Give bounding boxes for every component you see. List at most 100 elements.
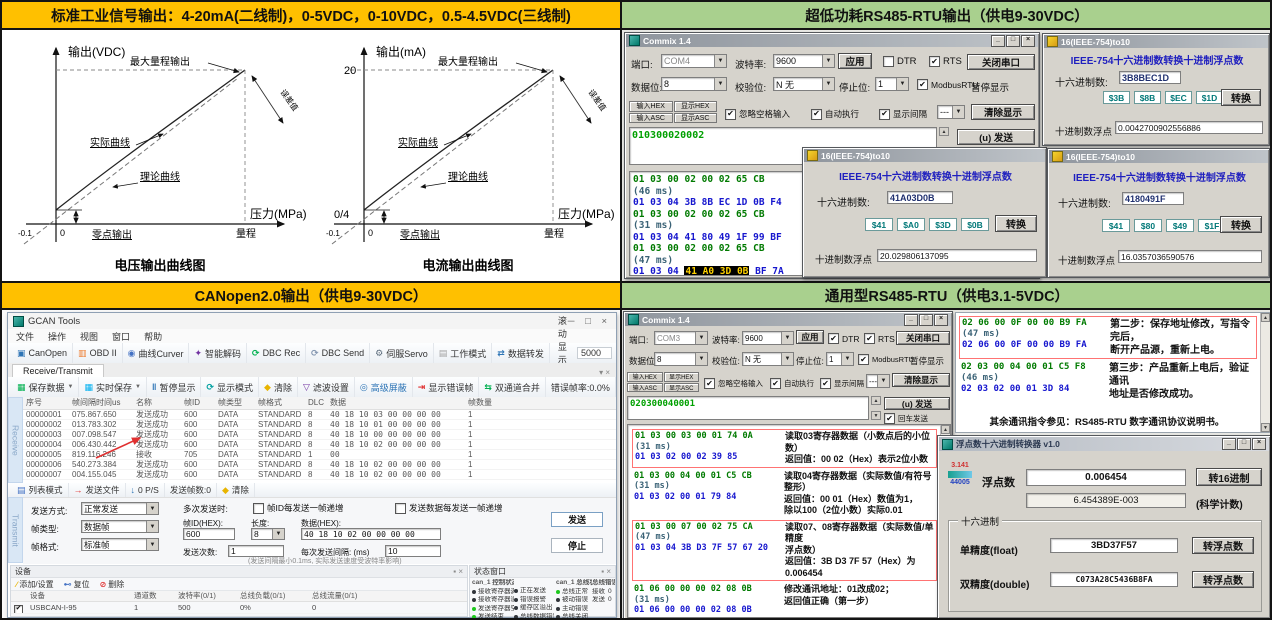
table-row[interactable]: 00000002 013.783.302 发送成功 600 DATA STANDARD 8 4… (23, 420, 616, 430)
table-row[interactable]: 00000004 006.430.442 发送成功 600 DATA STANDARD 8 4… (23, 440, 616, 450)
chevron-down-icon[interactable]: ▼ (952, 106, 964, 118)
hex-input[interactable]: 41A03D0B (887, 191, 953, 204)
parity-select[interactable]: N 无 ▼ (742, 352, 794, 366)
port-select[interactable]: COM3 ▼ (654, 331, 708, 345)
byte-field[interactable]: $49 (1166, 219, 1194, 232)
toolbar-item[interactable]: ▦ 实时保存 ▼ (79, 377, 147, 397)
show-interval-checkbox-box[interactable]: ✔ (820, 378, 831, 389)
chevron-down-icon[interactable]: ▼ (781, 353, 793, 365)
input-scrollbar[interactable]: ▲▼ (871, 396, 881, 420)
enter-send-checkbox-box[interactable]: ✔ (884, 413, 895, 424)
ignore-space-checkbox-row[interactable]: ✔ 忽略空格输入 (704, 378, 763, 389)
table-row[interactable]: 00000006 540.273.384 发送成功 600 DATA STANDARD 8 4… (23, 460, 616, 470)
receive-side-tab[interactable]: Receive (8, 397, 23, 483)
inc-id-checkbox[interactable]: 帧ID每发送一帧递增 (253, 502, 344, 514)
window-titlebar[interactable]: 16(IEEE-754)to10 (1044, 35, 1268, 48)
rts-checkbox-box[interactable]: ✔ (929, 56, 940, 67)
inc-data-checkbox[interactable]: 发送数据每发送一帧递增 (395, 502, 503, 514)
clear-display-button[interactable]: 清除显示 (971, 104, 1035, 120)
chevron-down-icon[interactable]: ▼ (714, 55, 726, 67)
chevron-down-icon[interactable]: ▼ (146, 539, 158, 550)
toolbar-item[interactable]: ▽ 滤波设置 (298, 377, 355, 397)
chevron-down-icon[interactable]: ▼ (146, 503, 158, 514)
dtr-checkbox-box[interactable]: ✔ (828, 333, 839, 344)
device-row-checkbox[interactable]: ✔ (11, 602, 27, 613)
byte-field[interactable]: $80 (1134, 219, 1162, 232)
ignore-space-checkbox-row[interactable]: ✔ 忽略空格输入 (725, 108, 790, 120)
hex-input[interactable]: 3B8BEC1D (1119, 71, 1181, 84)
send-button[interactable]: 发送 (551, 512, 603, 527)
byte-field[interactable]: $EC (1165, 91, 1192, 104)
modbus-checkbox-row[interactable]: ✔ ModbusRTU (858, 354, 914, 365)
scroll-up-icon[interactable]: ▲ (1261, 313, 1270, 322)
scroll-up-icon[interactable]: ▲ (941, 425, 950, 434)
chevron-down-icon[interactable]: ▼ (822, 78, 834, 90)
chevron-down-icon[interactable]: ▼ (695, 332, 707, 344)
table-row[interactable]: 00000007 004.155.045 发送成功 600 DATA STANDARD 8 4… (23, 470, 616, 480)
toolbar-item[interactable]: ↓ 0 P/S (126, 483, 165, 497)
table-row[interactable]: 00000001 075.867.650 发送成功 600 DATA STANDARD 8 4… (23, 410, 616, 420)
window-titlebar[interactable]: 16(IEEE-754)to10 (1049, 150, 1268, 163)
baud-select[interactable]: 9600 ▼ (773, 54, 835, 68)
dtr-checkbox-box[interactable] (883, 56, 894, 67)
chevron-down-icon[interactable]: ▼ (781, 332, 793, 344)
rts-checkbox-row[interactable]: ✔ RTS (864, 333, 895, 344)
window-titlebar[interactable]: 浮点数十六进制转换器 v1.0 _ □ × (939, 437, 1269, 451)
show-hex-button[interactable]: 显示HEX (663, 372, 699, 382)
tabstrip-controls[interactable]: ▾ × (599, 368, 610, 377)
single-to-float-button[interactable]: 转浮点数 (1192, 537, 1254, 554)
convert-button[interactable]: 转换 (995, 215, 1037, 232)
to-hex-button[interactable]: 转16进制 (1196, 468, 1262, 486)
send-input[interactable]: 020300040001 (627, 396, 869, 420)
toolbar-item[interactable]: ◆ 清除 (217, 483, 255, 497)
chevron-down-icon[interactable]: ▼ (822, 55, 834, 67)
menu-item[interactable]: 文件 (16, 331, 35, 342)
toolbar-item[interactable]: ⇄ 数据转发 (492, 343, 550, 363)
window-titlebar[interactable]: Commix 1.4 _ □ × (626, 34, 1038, 47)
show-interval-checkbox-row[interactable]: ✔ 显示间隔 (820, 378, 864, 389)
table-row[interactable]: 00000005 819.116.246 接收 705 DATA STANDARD 1 00 1 (23, 450, 616, 460)
close-button[interactable]: × (934, 313, 948, 326)
convert-button[interactable]: 转换 (1221, 89, 1261, 106)
rts-checkbox-row[interactable]: ✔ RTS (929, 56, 962, 67)
toolbar-item[interactable]: → 发送文件 (69, 483, 126, 497)
toolbar-item[interactable]: ▦ 保存数据 ▼ (12, 377, 80, 397)
menu-item[interactable]: 操作 (48, 331, 67, 342)
modbus-checkbox-row[interactable]: ✔ ModbusRTU (917, 79, 979, 90)
chevron-down-icon[interactable]: ▼ (714, 78, 726, 90)
close-port-button[interactable]: 关闭串口 (967, 54, 1035, 70)
close-port-button[interactable]: 关闭串口 (896, 331, 950, 345)
device-toolbar-item[interactable]: ∕ 添加/设置 (16, 579, 54, 590)
input-asc-button[interactable]: 输入ASC (627, 382, 663, 392)
float-value-input[interactable]: 0.006454 (1026, 469, 1186, 486)
device-row[interactable]: ✔ USBCAN-I-95 1 500 0% 0 (11, 602, 467, 614)
minimize-button[interactable]: _ (1222, 438, 1236, 450)
window-titlebar[interactable]: 16(IEEE-754)to10 (804, 149, 1045, 162)
show-hex-button[interactable]: 显示HEX (673, 101, 717, 112)
minimize-button[interactable]: _ (991, 34, 1005, 47)
scroll-up-icon[interactable]: ▲ (871, 396, 881, 405)
double-precision-input[interactable]: C073A28C5436B8FA (1050, 572, 1178, 587)
chevron-down-icon[interactable]: ▼ (272, 529, 284, 539)
stop-button[interactable]: 停止 (551, 538, 603, 553)
toolbar-item[interactable]: ◎ 高级屏蔽 (355, 377, 413, 397)
menu-item[interactable]: 视图 (80, 331, 99, 342)
toolbar-item[interactable]: ‖ 暂停显示 (147, 377, 202, 397)
modbus-checkbox-box[interactable]: ✔ (858, 354, 869, 365)
send-button[interactable]: (u) 发送 (884, 397, 950, 410)
auto-exec-checkbox-box[interactable]: ✔ (770, 378, 781, 389)
device-toolbar-item[interactable]: ⊷ 复位 (64, 579, 90, 590)
send-mode-select[interactable]: 正常发送 ▼ (81, 502, 159, 515)
receive-display[interactable]: ▲▼01 03 00 03 00 01 74 0A(31 ms)01 03 02… (627, 424, 951, 618)
toolbar-item[interactable]: ⟳ 显示模式 (201, 377, 260, 397)
dtr-checkbox-row[interactable]: DTR (883, 56, 917, 67)
show-interval-checkbox-row[interactable]: ✔ 显示间隔 (879, 108, 927, 120)
toolbar-item[interactable]: ✦ 智能解码 (189, 343, 248, 363)
data-input[interactable]: 40 18 10 02 00 00 00 00 (301, 528, 441, 540)
chevron-down-icon[interactable]: ▼ (135, 384, 141, 390)
chevron-down-icon[interactable]: ▼ (146, 521, 158, 532)
byte-field[interactable]: $1D (1196, 91, 1223, 104)
send-interval-input[interactable]: 10 (385, 545, 441, 557)
transmit-side-tab[interactable]: Transmit (8, 497, 23, 563)
toolbar-item[interactable]: ◉ 曲线Curver (123, 343, 190, 363)
